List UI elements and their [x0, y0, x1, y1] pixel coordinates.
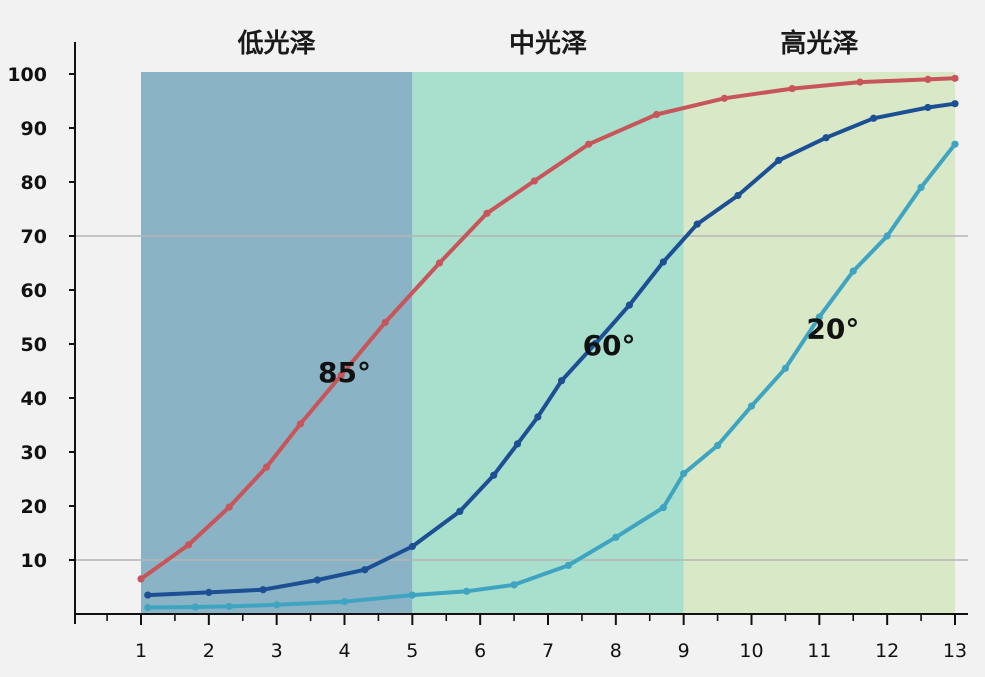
- series-1-point-13: [720, 94, 728, 102]
- series-2-point-15: [693, 220, 701, 228]
- series-2-point-20: [924, 103, 932, 112]
- series-1-point-16: [924, 75, 932, 83]
- series-2-point-18: [822, 134, 830, 142]
- series-2-point-8: [490, 471, 498, 479]
- series-2-point-16: [734, 191, 742, 200]
- series-3-point-16: [815, 313, 823, 321]
- series-1-point-11: [585, 140, 593, 148]
- series-label-3: 20°: [806, 313, 859, 346]
- series-1-point-17: [951, 74, 959, 82]
- series-3-point-14: [747, 402, 756, 410]
- x-tick-label-11: 11: [807, 640, 831, 662]
- series-1-point-6: [337, 371, 345, 379]
- series-1-point-1: [137, 575, 145, 583]
- y-tick-label-50: 50: [21, 334, 47, 356]
- y-tick-label-20: 20: [21, 496, 47, 518]
- series-3-point-9: [564, 561, 572, 570]
- zone-title-3: 高光泽: [780, 28, 858, 59]
- series-1-point-9: [483, 209, 491, 217]
- series-2-point-10: [534, 413, 542, 421]
- series-1-point-15: [856, 78, 864, 86]
- y-tick-label-100: 100: [7, 64, 47, 86]
- y-tick-label-40: 40: [21, 388, 47, 410]
- series-3-point-15: [781, 364, 790, 372]
- series-3-point-6: [408, 591, 416, 599]
- zones-layer: [141, 72, 955, 614]
- series-3-point-5: [340, 597, 349, 606]
- series-3-point-7: [463, 587, 471, 595]
- series-2-point-2: [205, 588, 213, 597]
- zone-band-3: [683, 72, 955, 614]
- series-2-point-6: [408, 542, 416, 551]
- series-label-1: 85°: [318, 356, 371, 389]
- x-tick-label-3: 3: [271, 640, 283, 662]
- series-2-point-12: [591, 339, 600, 348]
- series-3-point-18: [883, 232, 891, 240]
- series-1-point-4: [262, 463, 271, 471]
- series-1-point-8: [435, 259, 444, 267]
- series-3-point-13: [713, 441, 722, 450]
- y-tick-label-10: 10: [21, 550, 47, 572]
- series-1-point-2: [184, 541, 193, 549]
- series-2-point-1: [144, 591, 152, 599]
- zone-title-2: 中光泽: [509, 29, 587, 59]
- series-layer: [137, 74, 959, 612]
- series-1-point-14: [788, 84, 796, 93]
- series-3-point-19: [917, 183, 925, 191]
- series-2-point-19: [870, 114, 878, 122]
- series-1-point-3: [225, 503, 233, 511]
- zone-band-1: [141, 72, 413, 614]
- series-2-point-3: [259, 586, 267, 594]
- y-tick-label-90: 90: [21, 118, 47, 140]
- zone-title-1: 低光泽: [237, 29, 316, 59]
- x-tick-label-2: 2: [203, 640, 215, 662]
- series-2-point-21: [951, 100, 959, 108]
- x-tick-label-6: 6: [474, 640, 486, 662]
- series-3-point-3: [225, 602, 233, 611]
- y-tick-label-70: 70: [21, 226, 47, 248]
- x-tick-label-4: 4: [338, 640, 350, 662]
- series-2-point-5: [361, 566, 369, 574]
- labels-layer: 低光泽 中光泽 高光泽 85° 60° 20°: [237, 28, 860, 389]
- series-3-point-11: [659, 504, 667, 512]
- series-2-point-4: [313, 576, 321, 584]
- series-3-point-12: [680, 470, 688, 478]
- zone-band-2: [412, 72, 684, 614]
- series-3-point-8: [510, 581, 518, 589]
- series-line-3: [145, 142, 957, 610]
- series-1-point-12: [652, 110, 661, 119]
- x-tick-label-8: 8: [610, 640, 622, 662]
- series-3-point-2: [191, 603, 199, 611]
- series-3-point-10: [612, 533, 620, 541]
- series-2-point-11: [557, 377, 566, 385]
- series-label-2: 60°: [583, 329, 636, 362]
- y-tick-label-60: 60: [21, 280, 47, 302]
- series-3-point-20: [951, 140, 959, 148]
- series-2-point-17: [775, 156, 783, 164]
- series-2-point-7: [456, 507, 464, 515]
- series-3-point-4: [273, 601, 281, 609]
- series-3-point-1: [144, 603, 152, 612]
- series-2-point-13: [625, 301, 634, 309]
- y-tick-label-80: 80: [21, 172, 47, 194]
- x-tick-label-5: 5: [406, 640, 418, 662]
- x-tick-label-7: 7: [542, 640, 554, 662]
- grid-layer: [75, 235, 968, 561]
- series-1-point-10: [530, 177, 539, 185]
- x-tick-label-10: 10: [739, 640, 763, 662]
- series-3-point-17: [849, 267, 857, 275]
- series-2-point-14: [659, 258, 667, 266]
- series-1-point-7: [381, 318, 389, 326]
- series-2-point-9: [513, 440, 522, 448]
- x-tick-label-9: 9: [678, 640, 690, 662]
- series-1-point-5: [296, 420, 305, 428]
- y-tick-label-30: 30: [21, 442, 47, 464]
- x-tick-label-1: 1: [135, 640, 147, 662]
- x-tick-label-13: 13: [943, 640, 967, 662]
- x-tick-label-12: 12: [875, 640, 899, 662]
